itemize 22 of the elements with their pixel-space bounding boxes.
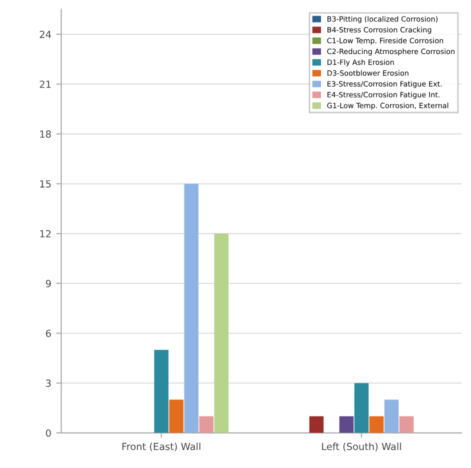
y-tick-label: 21 — [40, 80, 51, 88]
y-tick-label: 9 — [46, 280, 51, 288]
bar — [214, 234, 228, 433]
bar — [154, 350, 168, 433]
bar — [399, 416, 414, 433]
bar — [169, 400, 184, 433]
y-tick-label: 15 — [40, 180, 51, 188]
y-tick-label: 18 — [40, 130, 51, 138]
bar — [184, 184, 198, 433]
bar — [199, 416, 214, 433]
bar — [354, 383, 369, 433]
bar — [384, 400, 399, 433]
y-tick-label: 0 — [46, 429, 51, 437]
bar — [339, 416, 354, 433]
y-tick-label: 6 — [46, 330, 51, 338]
x-tick-label: Left (South) Wall — [322, 442, 401, 452]
bar — [309, 416, 324, 433]
y-tick-label: 3 — [46, 380, 51, 387]
y-tick-label: 24 — [40, 30, 51, 38]
y-tick-label: 12 — [40, 230, 51, 238]
bar — [369, 416, 384, 433]
x-tick-label: Front (East) Wall — [122, 442, 200, 452]
